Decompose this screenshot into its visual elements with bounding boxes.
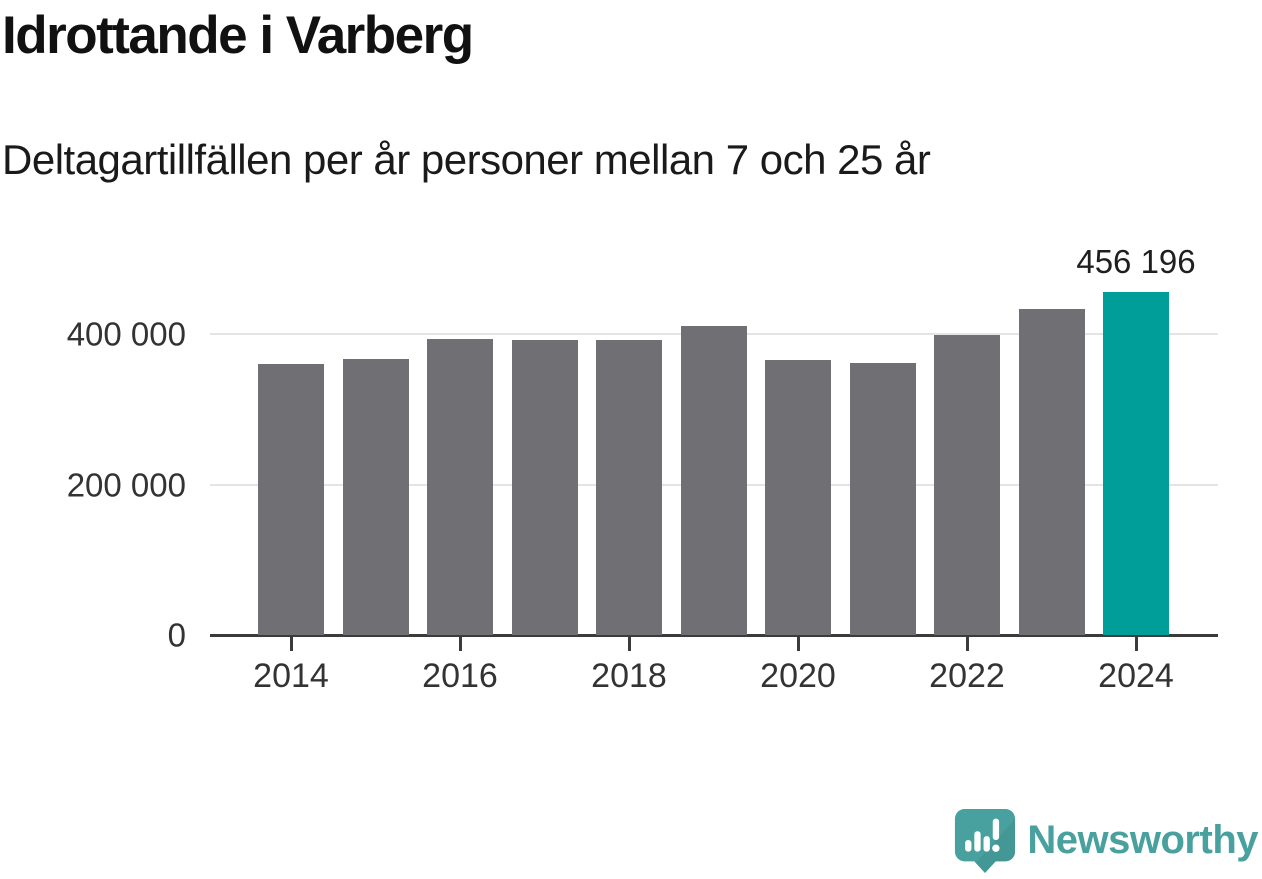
plot-area: 0 200 000 400 000 2014 2016 2018 2020 2022 2024 4… <box>67 245 1218 693</box>
y-tick-label: 0 <box>167 616 186 654</box>
newsworthy-logo-text[interactable]: Newsworthy <box>1027 818 1258 862</box>
newsworthy-logo[interactable]: Newsworthy <box>953 807 1258 873</box>
bar-2020 <box>765 359 831 635</box>
x-tick-label: 2018 <box>591 657 667 695</box>
x-tick-label: 2020 <box>760 657 836 695</box>
x-tick-mark <box>458 636 462 651</box>
bar-2016 <box>427 338 493 635</box>
bar-2023 <box>1018 308 1085 635</box>
bar-2014 <box>258 364 324 635</box>
bar-2018 <box>596 340 662 635</box>
x-tick-label: 2022 <box>929 657 1005 695</box>
chart-subtitle: Deltagartillfällen per år personer mella… <box>2 136 931 183</box>
x-tick-label: 2024 <box>1098 657 1174 695</box>
bar-2021 <box>849 362 916 635</box>
x-tick-label: 2016 <box>422 657 498 695</box>
bar-2017 <box>511 340 578 635</box>
x-tick-label: 2014 <box>253 657 329 695</box>
y-tick-label: 200 000 <box>66 466 186 504</box>
page-title: Idrottande i Varberg <box>2 6 474 65</box>
x-tick-mark <box>796 636 800 651</box>
x-tick-mark <box>289 636 293 651</box>
bar-2024 <box>1103 291 1169 635</box>
x-tick-mark <box>1134 636 1138 651</box>
bar-2022 <box>934 334 1000 635</box>
y-tick-label: 400 000 <box>66 315 186 353</box>
newsworthy-logo-icon <box>955 808 1016 873</box>
x-tick-mark <box>965 636 969 651</box>
bar-2015 <box>342 358 409 635</box>
x-tick-mark <box>627 636 631 651</box>
bar-2019 <box>680 325 747 635</box>
value-label: 456 196 <box>1076 242 1196 280</box>
x-axis-line <box>210 634 1218 637</box>
